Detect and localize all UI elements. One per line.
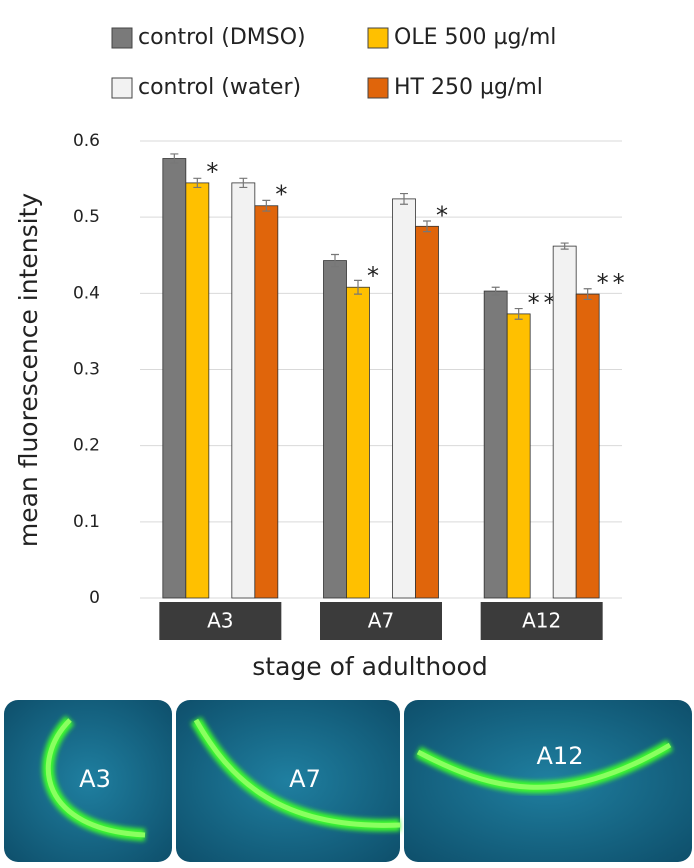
image-panel	[4, 700, 172, 862]
error-bar	[354, 279, 362, 295]
significance-label: *	[367, 262, 383, 290]
x-axis-label: stage of adulthood	[252, 652, 487, 681]
micrographs: A3 A7 A12	[4, 700, 692, 862]
worm	[45, 718, 146, 838]
bar	[415, 225, 439, 599]
legend-swatch	[111, 77, 133, 99]
error-bar	[193, 177, 202, 189]
error-bar	[491, 286, 500, 296]
significance-label: *	[436, 201, 452, 229]
bar	[506, 313, 531, 599]
y-tick-label: 0.5	[73, 207, 100, 227]
error-bar	[331, 253, 339, 268]
bar	[392, 198, 416, 599]
error-bar	[400, 192, 408, 205]
y-tick-label: 0.4	[73, 283, 100, 303]
y-tick-label: 0.6	[73, 131, 100, 151]
image-label: A3	[79, 765, 111, 793]
significance-label: *	[275, 181, 291, 209]
bar	[231, 182, 256, 599]
category-box	[480, 602, 603, 640]
legend-label: HT 250 µg/ml	[394, 75, 543, 100]
error-bar	[423, 220, 431, 233]
category-box	[320, 602, 442, 640]
significance-label: **	[597, 269, 629, 297]
bar	[254, 205, 279, 599]
error-bar	[262, 199, 271, 212]
error-bar	[170, 153, 179, 164]
x-tick-label: A3	[207, 609, 233, 633]
legend-label: control (DMSO)	[138, 25, 306, 50]
x-tick-label: A7	[368, 609, 394, 633]
y-axis-label: mean fluorescence intensity	[14, 193, 43, 548]
legend-swatch	[111, 27, 133, 49]
bar	[575, 293, 600, 599]
worm	[416, 742, 672, 790]
error-bar	[239, 177, 248, 189]
bar	[323, 260, 347, 599]
category-box	[159, 602, 282, 640]
error-bar	[514, 307, 523, 320]
y-tick-label: 0.2	[73, 436, 100, 456]
error-bar	[560, 242, 569, 250]
x-tick-label: A12	[522, 609, 561, 633]
image-label: A7	[289, 765, 321, 793]
y-tick-label: 0.3	[73, 360, 100, 380]
image-panel	[176, 700, 400, 862]
legend-label: control (water)	[138, 75, 301, 100]
error-bar	[583, 288, 592, 301]
significance-label: *	[206, 158, 222, 186]
bar	[185, 182, 210, 599]
bar	[552, 245, 577, 599]
bar	[346, 286, 370, 599]
significance-label: **	[528, 289, 560, 317]
image-label: A12	[537, 742, 584, 770]
y-tick-label: 0.1	[73, 512, 100, 532]
legend-swatch	[367, 27, 389, 49]
bar	[483, 290, 508, 599]
bar	[162, 158, 187, 599]
worm	[193, 718, 401, 828]
legend-swatch	[367, 77, 389, 99]
legend-label: OLE 500 µg/ml	[394, 25, 556, 50]
y-tick-label: 0	[89, 588, 100, 608]
